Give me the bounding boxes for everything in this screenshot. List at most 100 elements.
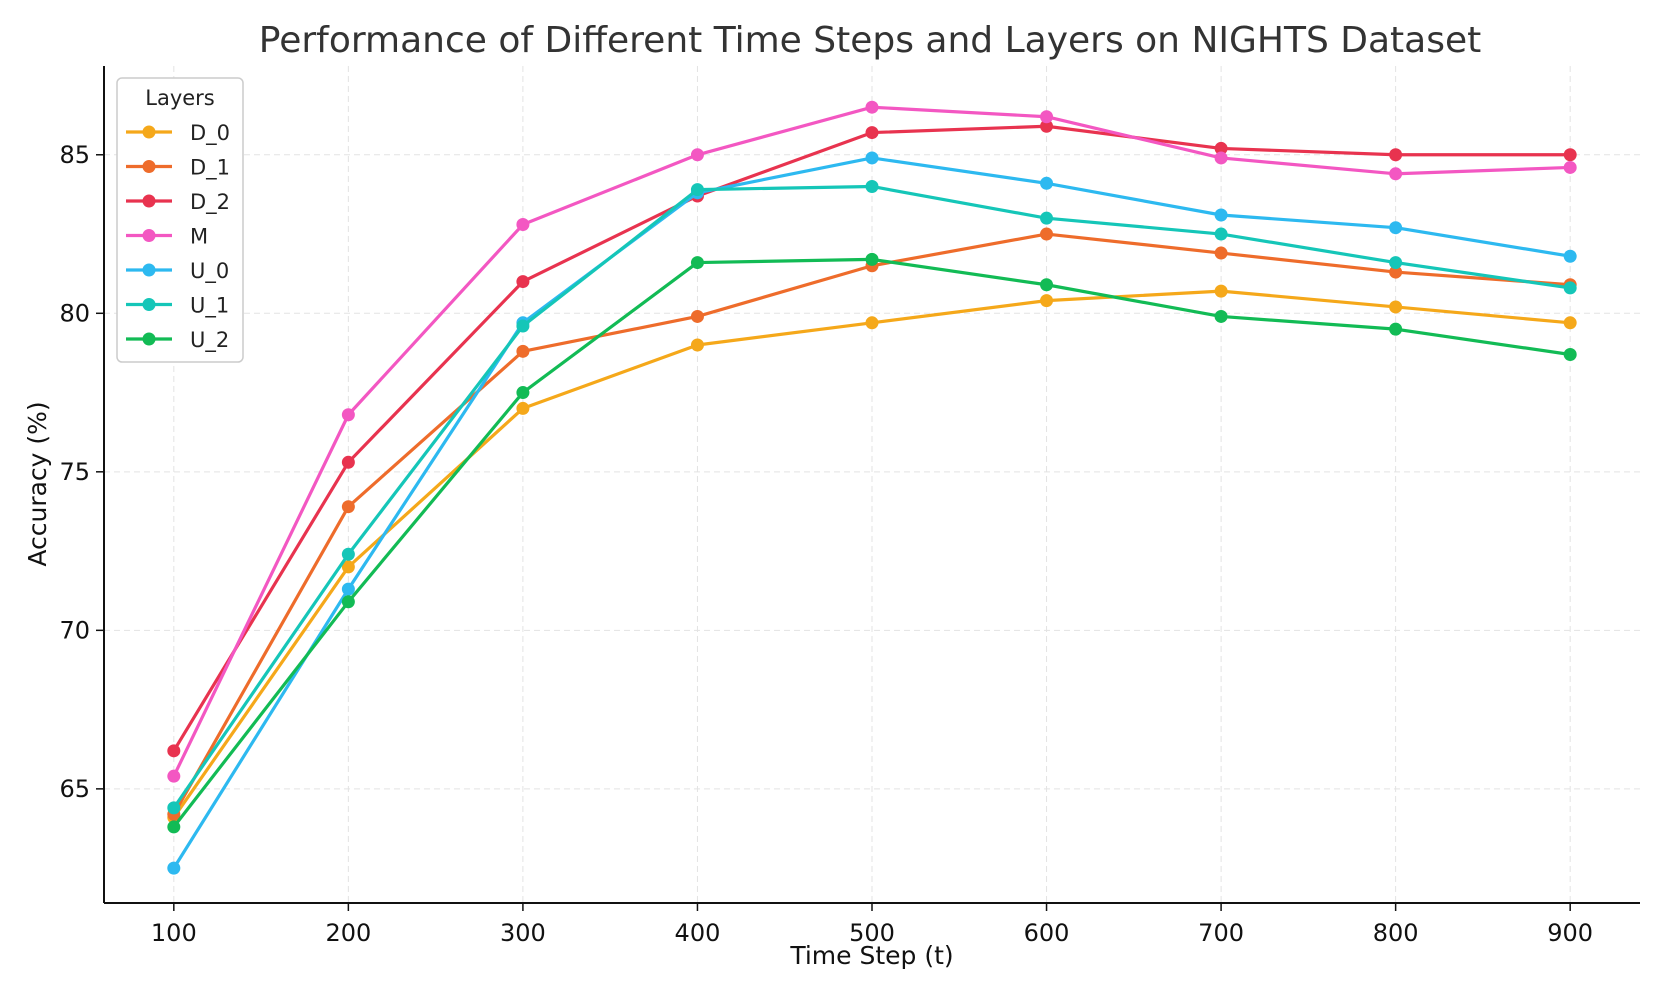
data-point-d-1 <box>1040 227 1054 241</box>
series-u-1 <box>167 179 1577 815</box>
data-point-d-0 <box>1389 300 1403 314</box>
y-tick-label: 85 <box>59 141 90 169</box>
data-point-d-0 <box>1214 284 1228 298</box>
data-point-m <box>516 218 530 232</box>
data-point-u-0 <box>341 582 355 596</box>
legend-label: M <box>190 225 208 249</box>
legend-item-d-2: D_2 <box>126 190 230 215</box>
data-point-u-1 <box>1214 227 1228 241</box>
legend-swatch-marker <box>142 332 156 346</box>
data-point-m <box>1040 110 1054 124</box>
legend-item-u-0: U_0 <box>126 259 229 284</box>
data-point-d-0 <box>1040 294 1054 308</box>
data-point-u-1 <box>1389 256 1403 270</box>
data-point-u-0 <box>865 151 879 165</box>
data-point-u-1 <box>1563 281 1577 295</box>
series-layer <box>167 100 1577 875</box>
data-point-u-1 <box>167 801 181 815</box>
chart-title: Performance of Different Time Steps and … <box>259 20 1481 61</box>
data-point-u-2 <box>1214 309 1228 323</box>
data-point-d-1 <box>690 309 704 323</box>
y-tick-label: 80 <box>59 299 90 327</box>
series-d-0 <box>167 284 1577 824</box>
data-point-m <box>690 148 704 162</box>
legend-swatch-marker <box>142 160 156 173</box>
data-point-d-2 <box>167 744 181 758</box>
legend-swatch-marker <box>142 125 156 139</box>
x-tick-label: 500 <box>849 919 895 947</box>
data-point-u-2 <box>1389 322 1403 336</box>
legend-swatch-marker <box>142 229 156 242</box>
legend-label: U_0 <box>190 259 229 284</box>
data-point-u-1 <box>341 547 355 561</box>
legend-label: D_1 <box>190 156 230 181</box>
data-point-u-2 <box>865 252 879 266</box>
legend-title: Layers <box>145 86 215 110</box>
x-tick-label: 200 <box>325 919 371 947</box>
data-point-m <box>341 408 355 422</box>
data-point-u-2 <box>690 256 704 270</box>
data-point-d-1 <box>516 344 530 358</box>
legend-item-m: M <box>126 225 208 249</box>
legend: Layers D_0 D_1 D_2 M U_0 U_1 U_2 <box>116 77 244 363</box>
data-point-d-1 <box>341 500 355 514</box>
series-u-2 <box>167 252 1577 834</box>
data-point-m <box>1563 160 1577 174</box>
data-point-m <box>865 100 879 114</box>
series-m <box>167 100 1577 783</box>
data-point-d-0 <box>516 401 530 415</box>
data-point-m <box>1214 151 1228 165</box>
legend-item-d-0: D_0 <box>126 121 230 146</box>
x-tick-label: 700 <box>1198 919 1244 947</box>
data-point-u-0 <box>167 861 181 875</box>
series-u-0 <box>167 151 1577 875</box>
data-point-d-2 <box>1040 119 1054 133</box>
legend-item-d-1: D_1 <box>126 156 230 181</box>
data-point-d-2 <box>516 275 530 289</box>
data-point-d-2 <box>1389 148 1403 162</box>
legend-swatch-marker <box>142 263 156 277</box>
data-point-d-2 <box>865 126 879 140</box>
data-point-d-2 <box>1214 141 1228 155</box>
data-point-u-0 <box>1040 176 1054 190</box>
tick-labels: 100 200 300 400 500 600 700 800 900 65 70 75 80 85 <box>59 141 1593 947</box>
data-point-d-1 <box>1389 265 1403 279</box>
legend-items: D_0 D_1 D_2 M U_0 U_1 U_2 <box>126 121 230 353</box>
data-point-u-2 <box>167 820 181 834</box>
x-tick-label: 400 <box>675 919 721 947</box>
y-axis-label: Accuracy (%) <box>23 401 52 566</box>
data-point-u-1 <box>516 319 530 333</box>
data-point-u-0 <box>1563 249 1577 263</box>
data-point-d-2 <box>341 455 355 469</box>
data-point-d-2 <box>1563 148 1577 162</box>
legend-box <box>116 77 244 363</box>
data-point-u-1 <box>865 179 879 193</box>
y-tick-label: 75 <box>59 458 90 486</box>
data-point-u-2 <box>1563 348 1577 362</box>
x-axis-label: Time Step (t) <box>789 941 953 970</box>
data-point-d-0 <box>690 338 704 352</box>
data-point-u-0 <box>1389 221 1403 235</box>
y-tick-label: 65 <box>59 775 90 803</box>
data-point-d-0 <box>1563 316 1577 330</box>
legend-swatch-marker <box>142 298 156 311</box>
x-tick-label: 100 <box>151 919 197 947</box>
x-tick-label: 300 <box>500 919 546 947</box>
legend-label: D_2 <box>190 190 230 215</box>
data-point-m <box>167 769 181 783</box>
x-tick-label: 800 <box>1373 919 1419 947</box>
legend-label: U_1 <box>190 294 229 319</box>
data-point-u-1 <box>1040 211 1054 225</box>
data-point-m <box>1389 167 1403 181</box>
data-point-d-0 <box>865 316 879 330</box>
data-point-u-2 <box>341 595 355 609</box>
data-point-d-1 <box>1214 246 1228 260</box>
data-point-u-1 <box>690 183 704 197</box>
legend-item-u-1: U_1 <box>126 294 229 319</box>
data-point-u-2 <box>516 386 530 400</box>
series-d-2 <box>167 119 1577 758</box>
data-point-u-2 <box>1040 278 1054 292</box>
y-tick-label: 70 <box>59 616 90 644</box>
